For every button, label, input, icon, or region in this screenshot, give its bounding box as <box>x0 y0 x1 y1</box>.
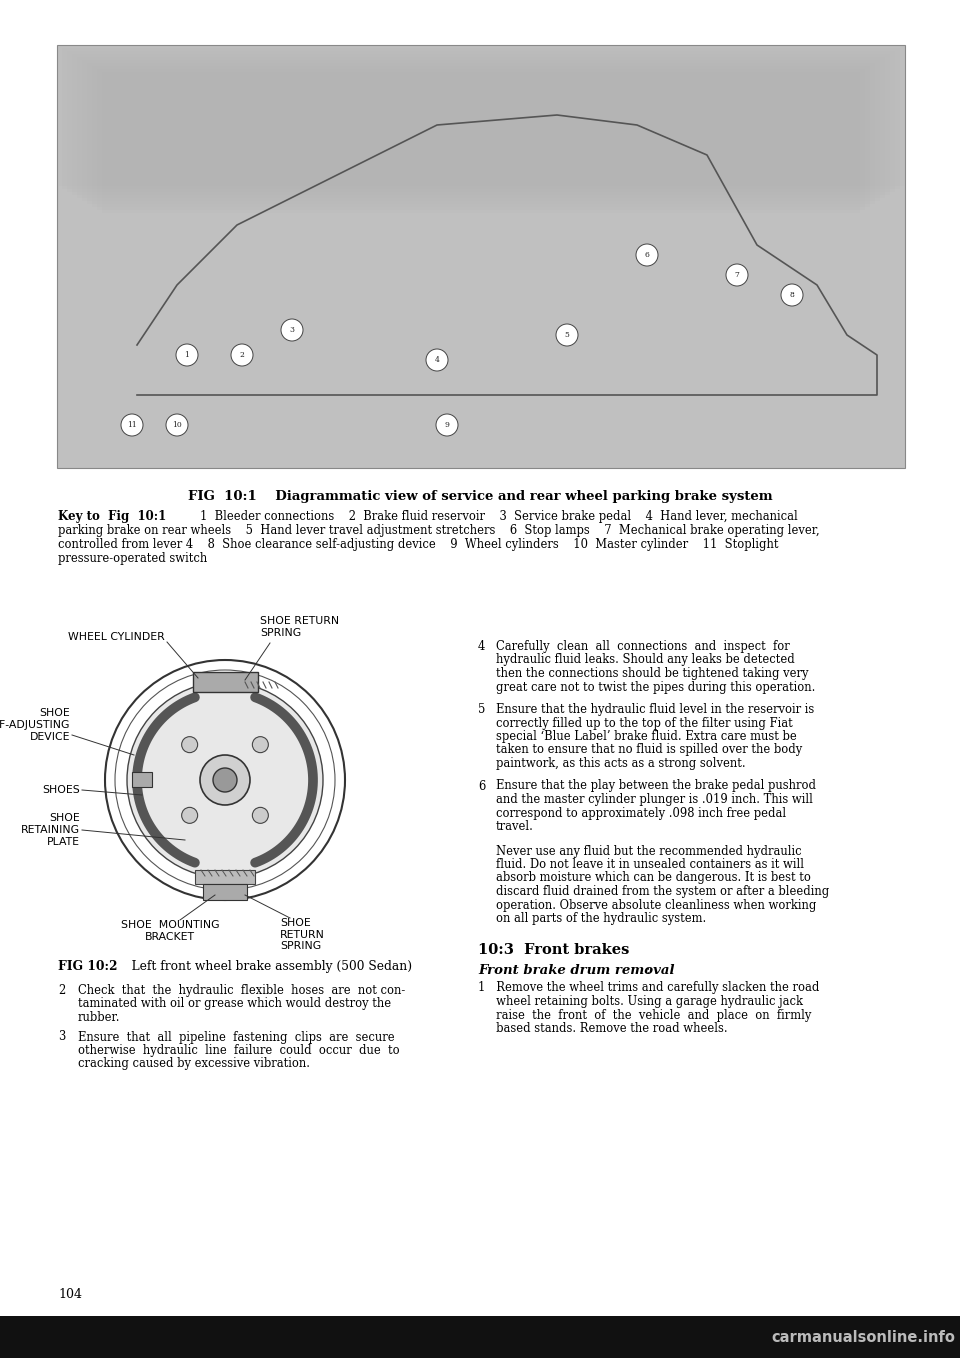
Bar <box>193 672 258 693</box>
Text: otherwise  hydraulic  line  failure  could  occur  due  to: otherwise hydraulic line failure could o… <box>78 1044 399 1057</box>
Text: rubber.: rubber. <box>78 1010 121 1024</box>
Text: 3: 3 <box>58 1031 65 1043</box>
Text: raise  the  front  of  the  vehicle  and  place  on  firmly: raise the front of the vehicle and place… <box>478 1009 811 1021</box>
Text: SHOE
SELF-ADJUSTING
DEVICE: SHOE SELF-ADJUSTING DEVICE <box>0 709 70 741</box>
Text: wheel retaining bolts. Using a garage hydraulic jack: wheel retaining bolts. Using a garage hy… <box>478 995 803 1008</box>
Text: Ensure that the hydraulic fluid level in the reservoir is: Ensure that the hydraulic fluid level in… <box>496 703 814 716</box>
Text: parking brake on rear wheels    5  Hand lever travel adjustment stretchers    6 : parking brake on rear wheels 5 Hand leve… <box>58 524 820 536</box>
Text: paintwork, as this acts as a strong solvent.: paintwork, as this acts as a strong solv… <box>496 756 746 770</box>
Text: SHOE RETURN
SPRING: SHOE RETURN SPRING <box>260 617 339 638</box>
Text: FIG 10:2: FIG 10:2 <box>58 960 117 972</box>
Text: carmanualsonline.info: carmanualsonline.info <box>771 1329 955 1344</box>
Text: on all parts of the hydraulic system.: on all parts of the hydraulic system. <box>496 913 707 925</box>
Text: SHOE  MOUNTING
BRACKET: SHOE MOUNTING BRACKET <box>121 919 219 941</box>
Text: 5: 5 <box>564 331 569 340</box>
Circle shape <box>181 736 198 752</box>
Text: 5: 5 <box>478 703 486 716</box>
Circle shape <box>200 755 250 805</box>
Text: 6: 6 <box>478 779 485 793</box>
Text: WHEEL CYLINDER: WHEEL CYLINDER <box>68 631 165 642</box>
Text: controlled from lever 4    8  Shoe clearance self-adjusting device    9  Wheel c: controlled from lever 4 8 Shoe clearance… <box>58 538 779 551</box>
Text: based stands. Remove the road wheels.: based stands. Remove the road wheels. <box>478 1023 728 1035</box>
Text: discard fluid drained from the system or after a bleeding: discard fluid drained from the system or… <box>496 885 829 898</box>
Text: 1  Bleeder connections    2  Brake fluid reservoir    3  Service brake pedal    : 1 Bleeder connections 2 Brake fluid rese… <box>200 511 798 523</box>
Text: fluid. Do not leave it in unsealed containers as it will: fluid. Do not leave it in unsealed conta… <box>496 858 804 870</box>
Circle shape <box>556 325 578 346</box>
Text: correspond to approximately .098 inch free pedal: correspond to approximately .098 inch fr… <box>496 807 786 819</box>
Circle shape <box>781 284 803 306</box>
Text: and the master cylinder plunger is .019 inch. This will: and the master cylinder plunger is .019 … <box>496 793 813 807</box>
Text: 10:3  Front brakes: 10:3 Front brakes <box>478 944 630 957</box>
Text: 1: 1 <box>184 350 189 359</box>
Bar <box>0 1316 960 1358</box>
Circle shape <box>726 263 748 287</box>
Bar <box>203 884 247 900</box>
Circle shape <box>426 349 448 371</box>
Circle shape <box>252 736 269 752</box>
Bar <box>57 45 905 469</box>
Text: taminated with oil or grease which would destroy the: taminated with oil or grease which would… <box>78 998 391 1010</box>
Text: then the connections should be tightened taking very: then the connections should be tightened… <box>496 667 808 680</box>
Text: Left front wheel brake assembly (500 Sedan): Left front wheel brake assembly (500 Sed… <box>120 960 412 972</box>
Text: Never use any fluid but the recommended hydraulic: Never use any fluid but the recommended … <box>496 845 802 857</box>
Bar <box>62 48 900 189</box>
Circle shape <box>176 344 198 367</box>
Bar <box>92 67 870 206</box>
Bar <box>57 45 905 186</box>
Text: hydraulic fluid leaks. Should any leaks be detected: hydraulic fluid leaks. Should any leaks … <box>496 653 795 667</box>
Text: 3: 3 <box>290 326 295 334</box>
Bar <box>87 62 875 204</box>
Circle shape <box>252 808 269 823</box>
Text: 6: 6 <box>644 251 649 259</box>
Text: 11: 11 <box>127 421 137 429</box>
Text: 104: 104 <box>58 1289 82 1301</box>
Bar <box>67 52 895 191</box>
Text: Ensure that the play between the brake pedal pushrod: Ensure that the play between the brake p… <box>496 779 816 793</box>
Text: travel.: travel. <box>496 820 534 832</box>
Text: Front brake drum removal: Front brake drum removal <box>478 963 675 976</box>
Text: Key to  Fig  10:1: Key to Fig 10:1 <box>58 511 166 523</box>
Text: 2: 2 <box>240 350 245 359</box>
Circle shape <box>213 769 237 792</box>
Text: 7: 7 <box>734 272 739 278</box>
Text: taken to ensure that no fluid is spilled over the body: taken to ensure that no fluid is spilled… <box>496 743 803 756</box>
Text: cracking caused by excessive vibration.: cracking caused by excessive vibration. <box>78 1058 310 1070</box>
Bar <box>77 57 885 198</box>
Circle shape <box>121 414 143 436</box>
Bar <box>72 54 890 196</box>
Circle shape <box>231 344 253 367</box>
Text: absorb moisture which can be dangerous. It is best to: absorb moisture which can be dangerous. … <box>496 872 811 884</box>
Bar <box>132 771 152 788</box>
Text: SHOE
RETURN
SPRING: SHOE RETURN SPRING <box>280 918 324 951</box>
Text: 9: 9 <box>444 421 449 429</box>
Bar <box>82 60 880 201</box>
Circle shape <box>636 244 658 266</box>
Text: 10: 10 <box>172 421 181 429</box>
Text: Carefully  clean  all  connections  and  inspect  for: Carefully clean all connections and insp… <box>496 640 790 653</box>
Bar <box>195 870 255 884</box>
Circle shape <box>127 682 323 879</box>
Text: 2: 2 <box>58 985 65 997</box>
Text: SHOE
RETAINING
PLATE: SHOE RETAINING PLATE <box>21 813 80 846</box>
Bar <box>102 72 860 213</box>
Text: operation. Observe absolute cleanliness when working: operation. Observe absolute cleanliness … <box>496 899 816 911</box>
Text: special ‘Blue Label’ brake fluid. Extra care must be: special ‘Blue Label’ brake fluid. Extra … <box>496 731 797 743</box>
Text: great care not to twist the pipes during this operation.: great care not to twist the pipes during… <box>496 680 815 694</box>
Text: :: : <box>646 963 651 976</box>
Text: correctly filled up to the top of the filter using Fiat: correctly filled up to the top of the fi… <box>496 717 793 729</box>
Text: FIG  10:1    Diagrammatic view of service and rear wheel parking brake system: FIG 10:1 Diagrammatic view of service an… <box>188 490 772 502</box>
Text: 4: 4 <box>478 640 485 653</box>
Text: 4: 4 <box>435 356 440 364</box>
Text: 8: 8 <box>789 291 795 299</box>
Circle shape <box>436 414 458 436</box>
Text: SHOES: SHOES <box>42 785 80 794</box>
Bar <box>97 69 865 210</box>
Text: pressure-operated switch: pressure-operated switch <box>58 551 207 565</box>
Text: Ensure  that  all  pipeline  fastening  clips  are  secure: Ensure that all pipeline fastening clips… <box>78 1031 395 1043</box>
Text: 1   Remove the wheel trims and carefully slacken the road: 1 Remove the wheel trims and carefully s… <box>478 982 820 994</box>
Text: Check  that  the  hydraulic  flexible  hoses  are  not con-: Check that the hydraulic flexible hoses … <box>78 985 405 997</box>
Circle shape <box>181 808 198 823</box>
Circle shape <box>166 414 188 436</box>
Circle shape <box>281 319 303 341</box>
